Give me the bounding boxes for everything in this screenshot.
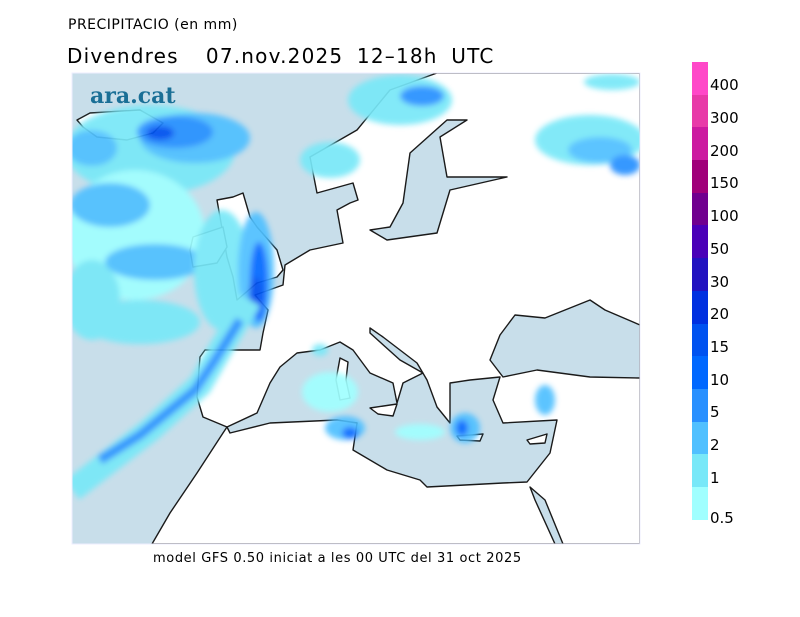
legend-label: 400: [710, 76, 739, 95]
legend-label: 5: [710, 403, 720, 422]
ara-cat-logo: ara.cat: [90, 83, 176, 109]
legend-color-swatch: [692, 323, 708, 357]
precip-area: [105, 244, 205, 280]
color-legend-bar: [692, 62, 708, 520]
legend-color-swatch: [692, 192, 708, 226]
legend-color-swatch: [692, 160, 708, 193]
legend-color-swatch: [692, 94, 708, 128]
legend-label: 50: [710, 239, 730, 258]
legend-label: 0.5: [710, 509, 734, 528]
legend-color-swatch: [692, 225, 708, 259]
legend-label: 200: [710, 141, 739, 160]
legend-label: 150: [710, 174, 739, 193]
legend-label: 30: [710, 272, 730, 291]
legend-color-swatch: [692, 127, 708, 161]
precip-area: [300, 142, 360, 178]
map-subtitle: Divendres 07.nov.2025 12–18h UTC: [67, 44, 495, 68]
precipitation-field: [72, 74, 640, 500]
precip-area: [568, 137, 632, 163]
legend-color-swatch: [692, 62, 708, 95]
precip-area: [80, 300, 200, 344]
precip-area: [72, 130, 117, 166]
precip-area: [535, 385, 555, 415]
land-cyprus: [526, 433, 548, 445]
precip-area: [137, 116, 213, 148]
legend-color-swatch: [692, 421, 708, 455]
legend-color-swatch: [692, 486, 708, 520]
legend-color-swatch: [692, 388, 708, 422]
precip-front-core: [97, 317, 244, 464]
legend-color-swatch: [692, 356, 708, 389]
map-frame: [71, 72, 641, 545]
precip-area: [342, 427, 358, 439]
precip-area: [610, 155, 640, 175]
sea-red: [529, 486, 564, 544]
precip-area: [302, 372, 358, 412]
precip-area: [146, 126, 174, 140]
precip-area: [395, 424, 445, 440]
sea-baltic: [369, 119, 508, 241]
precip-area: [400, 86, 444, 106]
legend-color-swatch: [692, 454, 708, 487]
legend-label: 15: [710, 337, 730, 356]
sea-black: [489, 299, 640, 379]
legend-label: 300: [710, 109, 739, 128]
land-sicily: [369, 403, 398, 417]
precip-area: [72, 183, 150, 227]
legend-label: 10: [710, 370, 730, 389]
legend-color-swatch: [692, 290, 708, 324]
precip-area: [456, 420, 468, 436]
map-title: PRECIPITACIO (en mm): [68, 17, 238, 33]
precip-area: [312, 344, 328, 356]
legend-label: 2: [710, 436, 720, 455]
legend-color-swatch: [692, 258, 708, 291]
model-info-footer: model GFS 0.50 iniciat a les 00 UTC del …: [153, 551, 522, 566]
precip-area: [194, 210, 250, 330]
precip-area: [584, 74, 640, 90]
legend-label: 100: [710, 207, 739, 226]
legend-label: 20: [710, 305, 730, 324]
legend-label: 1: [710, 468, 720, 487]
